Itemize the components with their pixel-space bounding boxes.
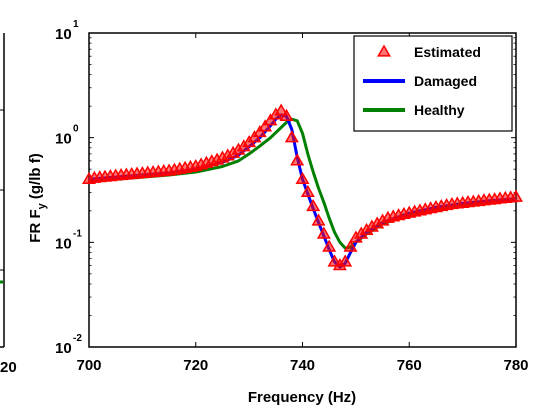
data-point-estimated bbox=[252, 125, 267, 138]
data-point-estimated bbox=[300, 184, 315, 198]
y-tick-exponent: 0 bbox=[73, 124, 79, 135]
x-tick-label: 780 bbox=[503, 357, 528, 374]
y-axis-label-main: FR F bbox=[27, 209, 44, 242]
data-point-estimated bbox=[509, 189, 523, 202]
legend-label-damaged: Damaged bbox=[414, 73, 477, 89]
x-tick-label: 720 bbox=[183, 357, 208, 374]
data-point-estimated bbox=[343, 239, 358, 252]
data-point-estimated bbox=[284, 130, 299, 143]
data-point-estimated bbox=[274, 103, 289, 116]
data-point-estimated bbox=[322, 239, 337, 252]
data-point-estimated bbox=[258, 119, 273, 132]
legend-swatch-estimated bbox=[377, 44, 391, 57]
x-tick-label: 760 bbox=[397, 357, 422, 374]
legend-label-healthy: Healthy bbox=[414, 102, 465, 118]
y-axis-label-unit: (g/lb f) bbox=[27, 153, 44, 203]
y-axis-label-sub: y bbox=[36, 202, 48, 209]
y-tick-exponent: 1 bbox=[73, 19, 79, 30]
y-axis-label: FR Fy (g/lb f) bbox=[27, 153, 48, 242]
y-tick-label: 10 bbox=[55, 26, 72, 43]
left-fragment-tick-label: 20 bbox=[0, 359, 17, 376]
axis-ticks bbox=[88, 32, 517, 348]
y-tick-label: 10 bbox=[55, 235, 72, 252]
left-fragment: 20 bbox=[0, 33, 17, 376]
x-tick-label: 700 bbox=[76, 357, 101, 374]
data-point-estimated bbox=[311, 213, 326, 226]
data-point-estimated bbox=[263, 113, 278, 126]
legend: Estimated Damaged Healthy bbox=[353, 35, 513, 132]
data-point-estimated bbox=[295, 171, 310, 184]
data-point-estimated bbox=[279, 108, 294, 121]
x-axis-label: Frequency (Hz) bbox=[248, 389, 356, 406]
data-point-estimated bbox=[306, 198, 321, 212]
series-layer bbox=[82, 103, 523, 271]
legend-label-estimated: Estimated bbox=[414, 44, 481, 60]
y-tick-exponent: -2 bbox=[73, 333, 82, 344]
data-point-estimated bbox=[338, 254, 353, 267]
y-tick-exponent: -1 bbox=[73, 228, 82, 239]
y-tick-label: 10 bbox=[55, 340, 72, 357]
data-point-estimated bbox=[290, 153, 305, 166]
data-point-estimated bbox=[316, 226, 331, 239]
x-tick-labels: 700 720 740 760 780 bbox=[76, 357, 528, 374]
y-tick-label: 10 bbox=[55, 131, 72, 148]
x-tick-label: 740 bbox=[290, 357, 315, 374]
